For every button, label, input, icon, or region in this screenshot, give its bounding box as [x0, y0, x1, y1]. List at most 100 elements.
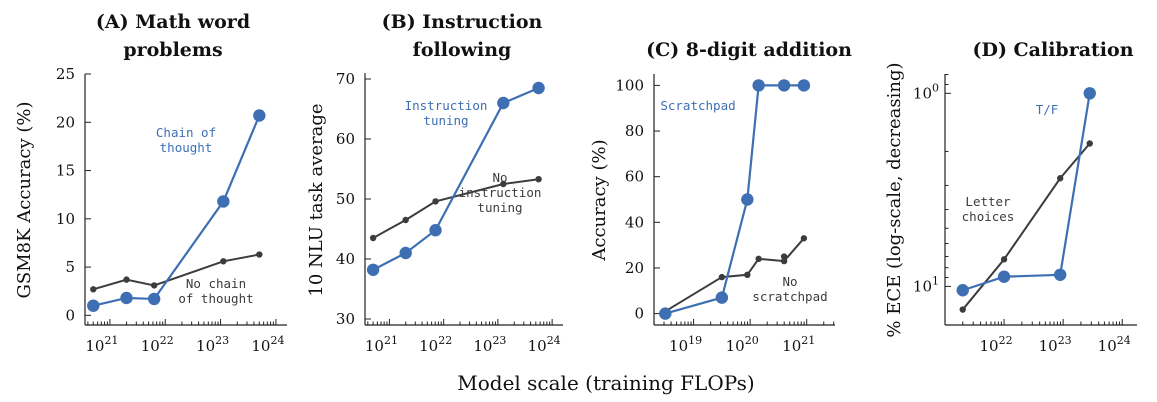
panel-a-data-point — [220, 258, 227, 265]
panel-d-series-line-t-f — [962, 93, 1091, 292]
panel-a-data-point — [87, 299, 100, 312]
panel-a-data-point — [90, 286, 97, 293]
panel-b-data-point — [535, 176, 542, 183]
panel-c-y-tick-label: 100 — [615, 76, 644, 94]
panel-c-x-tick-label: 1021 — [782, 334, 815, 355]
panel-b-y-axis-label: 10 NLU task average — [306, 103, 327, 296]
panel-d-y-tick-label: 100 — [913, 81, 939, 102]
panel-b-data-point — [366, 263, 380, 276]
panel-c-title-line: (C) 8-digit addition — [646, 39, 852, 61]
panel-a-data-point — [253, 109, 266, 122]
panel-b-x-tick-label: 1023 — [473, 334, 506, 355]
panel-d-annotation-blue: T/F — [1036, 102, 1059, 117]
panel-c-annotation-gray: scratchpad — [752, 289, 827, 304]
panel-b-y-tick-label: 30 — [336, 310, 355, 328]
panel-c-data-point — [800, 235, 808, 242]
panel-a-x-tick-label: 1021 — [85, 334, 118, 355]
panel-c-annotation-gray: No — [782, 274, 797, 289]
panel-a-data-point — [147, 292, 161, 306]
panel-a-y-tick-label: 5 — [65, 258, 75, 276]
panel-d-data-point — [997, 270, 1011, 283]
panel-c-y-tick-label: 80 — [625, 122, 644, 140]
panel-a-data-point — [123, 276, 130, 283]
panel-b-x-tick-label: 1024 — [528, 334, 561, 355]
panel-a-title-line: problems — [123, 39, 222, 61]
panel-c-data-point — [780, 253, 788, 260]
panel-a-x-tick-label: 1023 — [196, 334, 229, 355]
panel-b-annotation-gray: tuning — [477, 200, 522, 215]
panel-b-data-point — [399, 246, 412, 260]
panel-d-y-axis-label: % ECE (log-scale, decreasing) — [884, 62, 905, 337]
panel-b-annotation-blue: tuning — [423, 113, 468, 128]
panel-c-data-point — [755, 255, 762, 263]
panel-b-annotation-gray: instruction — [459, 185, 542, 200]
panel-c-data-point — [659, 307, 672, 320]
panel-c-data-point — [752, 79, 765, 92]
panel-c-data-point — [715, 291, 729, 304]
panel-c-x-tick-label: 1020 — [726, 334, 759, 355]
panel-d-x-tick-label: 1024 — [1098, 334, 1131, 355]
panel-d-data-point — [1000, 256, 1008, 263]
panel-b-data-point — [369, 234, 377, 242]
panel-c-series-line-no-scratchpad — [664, 237, 805, 313]
panel-c-annotation-blue: Scratchpad — [660, 98, 735, 113]
panel-a-annotation-blue: Chain of — [156, 125, 216, 140]
panel-d-data-point — [1083, 87, 1096, 100]
panel-a-data-point — [256, 251, 263, 258]
panel-a-y-tick-label: 10 — [56, 210, 75, 228]
panel-b-data-point — [429, 224, 442, 237]
panel-b-data-point — [532, 81, 545, 95]
panel-a-x-tick-label: 1022 — [141, 334, 174, 355]
panel-a-annotation-gray: of thought — [178, 291, 253, 306]
panel-c-data-point — [744, 271, 751, 278]
panel-a-annotation-gray: No chain — [186, 276, 246, 291]
panel-d-annotation-gray: Letter — [965, 194, 1011, 209]
panel-d-data-point — [1086, 140, 1093, 147]
panel-c-data-point — [797, 79, 811, 92]
panel-a-title-line: (A) Math word — [96, 11, 250, 33]
panel-a-y-tick-label: 25 — [56, 65, 75, 83]
panel-a-y-tick-label: 15 — [56, 162, 75, 180]
panel-d-x-tick-label: 1023 — [1039, 334, 1072, 355]
panel-b-x-tick-label: 1021 — [365, 334, 398, 355]
panel-a-y-tick-label: 0 — [65, 306, 75, 324]
panel-b-y-tick-label: 40 — [336, 250, 355, 268]
panel-b-y-tick-label: 70 — [336, 70, 355, 88]
panel-a-y-tick-label: 20 — [56, 113, 75, 131]
panel-d-x-tick-label: 1022 — [980, 334, 1013, 355]
panel-d-y-tick-label: 101 — [913, 274, 939, 295]
panel-d-data-point — [1054, 268, 1067, 281]
panel-b-data-point — [500, 180, 507, 188]
panel-c-y-tick-label: 20 — [625, 259, 644, 277]
panel-a-annotation-blue: thought — [160, 140, 213, 155]
panel-b-data-point — [497, 96, 510, 110]
panel-b-x-tick-label: 1022 — [419, 334, 452, 355]
panel-b-title-line: following — [413, 39, 512, 61]
panel-a-data-point — [150, 282, 158, 289]
panel-c-y-tick-label: 60 — [625, 168, 644, 186]
panel-a-data-point — [217, 195, 230, 208]
panel-c-x-tick-label: 1019 — [669, 334, 702, 355]
panel-d-annotation-gray: choices — [962, 209, 1015, 224]
panel-d-data-point — [956, 284, 969, 297]
panel-c-y-tick-label: 0 — [634, 305, 644, 323]
panel-b-data-point — [402, 216, 409, 224]
panel-d-data-point — [959, 306, 966, 313]
panel-d-title-line: (D) Calibration — [972, 39, 1133, 61]
panel-b-data-point — [432, 198, 439, 205]
panel-a-data-point — [120, 291, 133, 305]
panel-b-annotation-blue: Instruction — [405, 98, 488, 113]
panel-c-data-point — [777, 79, 791, 92]
panel-c-y-axis-label: Accuracy (%) — [589, 139, 610, 261]
panel-a-x-tick-label: 1024 — [251, 334, 284, 355]
global-x-axis-label: Model scale (training FLOPs) — [457, 371, 754, 395]
panel-d-data-point — [1057, 175, 1064, 182]
panel-c-data-point — [718, 273, 726, 281]
panel-a-y-axis-label: GSM8K Accuracy (%) — [14, 102, 35, 299]
panel-c-y-tick-label: 40 — [625, 213, 644, 231]
panel-c-data-point — [741, 193, 754, 206]
panel-c-data-point — [780, 257, 788, 265]
panel-b-title-line: (B) Instruction — [382, 11, 543, 33]
panel-b-y-tick-label: 50 — [336, 190, 355, 208]
